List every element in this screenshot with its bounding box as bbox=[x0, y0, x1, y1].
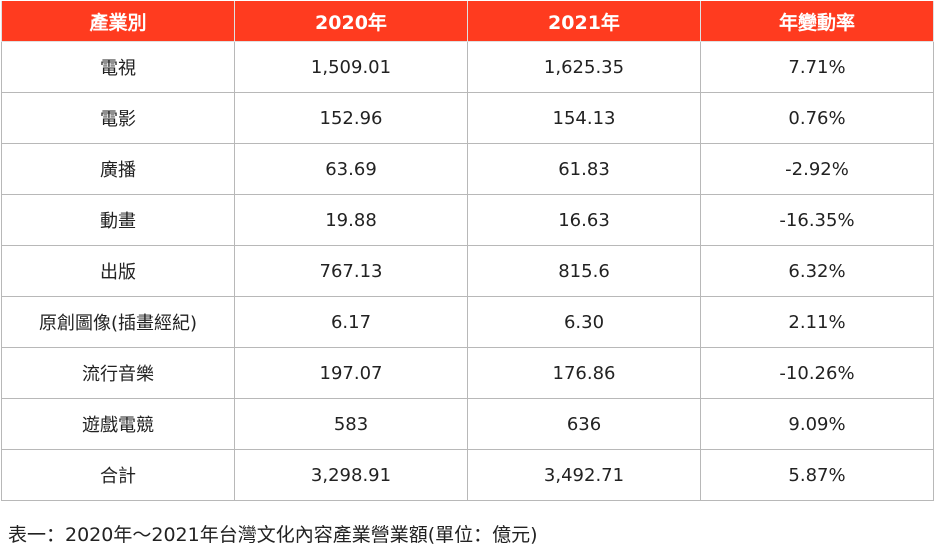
cell-2020: 197.07 bbox=[234, 347, 468, 399]
cell-industry: 出版 bbox=[1, 245, 235, 297]
cell-change-rate: -10.26% bbox=[700, 347, 934, 399]
cell-2021: 61.83 bbox=[467, 143, 701, 195]
table-total-row: 合計 3,298.91 3,492.71 5.87% bbox=[1, 449, 934, 501]
table-caption: 表一：2020年～2021年台灣文化內容產業營業額(單位：億元) bbox=[8, 524, 538, 546]
table-row: 遊戲電競 583 636 9.09% bbox=[1, 398, 934, 450]
cell-2021: 6.30 bbox=[467, 296, 701, 348]
cell-2021: 1,625.35 bbox=[467, 41, 701, 93]
header-industry: 產業別 bbox=[1, 1, 235, 42]
cell-2020: 767.13 bbox=[234, 245, 468, 297]
cell-2020: 3,298.91 bbox=[234, 449, 468, 501]
cell-industry: 動畫 bbox=[1, 194, 235, 246]
cell-2020: 1,509.01 bbox=[234, 41, 468, 93]
cell-industry: 遊戲電競 bbox=[1, 398, 235, 450]
table-row: 廣播 63.69 61.83 -2.92% bbox=[1, 143, 934, 195]
table-row: 電影 152.96 154.13 0.76% bbox=[1, 92, 934, 144]
cell-industry: 流行音樂 bbox=[1, 347, 235, 399]
table-row: 出版 767.13 815.6 6.32% bbox=[1, 245, 934, 297]
cell-change-rate: 7.71% bbox=[700, 41, 934, 93]
table-row: 流行音樂 197.07 176.86 -10.26% bbox=[1, 347, 934, 399]
cell-change-rate: 6.32% bbox=[700, 245, 934, 297]
cell-2020: 63.69 bbox=[234, 143, 468, 195]
header-2020: 2020年 bbox=[234, 1, 468, 42]
cell-change-rate: 5.87% bbox=[700, 449, 934, 501]
cell-2021: 176.86 bbox=[467, 347, 701, 399]
table-row: 電視 1,509.01 1,625.35 7.71% bbox=[1, 41, 934, 93]
cell-2021: 815.6 bbox=[467, 245, 701, 297]
cell-2020: 583 bbox=[234, 398, 468, 450]
table-header-row: 產業別 2020年 2021年 年變動率 bbox=[1, 1, 934, 42]
cell-change-rate: 2.11% bbox=[700, 296, 934, 348]
cell-change-rate: 0.76% bbox=[700, 92, 934, 144]
cell-2020: 6.17 bbox=[234, 296, 468, 348]
revenue-table-container: 產業別 2020年 2021年 年變動率 電視 1,509.01 1,625.3… bbox=[1, 1, 934, 501]
cell-change-rate: 9.09% bbox=[700, 398, 934, 450]
cell-industry: 廣播 bbox=[1, 143, 235, 195]
cell-2021: 3,492.71 bbox=[467, 449, 701, 501]
cell-2021: 154.13 bbox=[467, 92, 701, 144]
cell-industry: 原創圖像(插畫經紀) bbox=[1, 296, 235, 348]
cell-change-rate: -2.92% bbox=[700, 143, 934, 195]
cell-industry: 電視 bbox=[1, 41, 235, 93]
cell-2021: 16.63 bbox=[467, 194, 701, 246]
cell-industry: 合計 bbox=[1, 449, 235, 501]
revenue-table: 產業別 2020年 2021年 年變動率 電視 1,509.01 1,625.3… bbox=[1, 1, 934, 501]
table-row: 動畫 19.88 16.63 -16.35% bbox=[1, 194, 934, 246]
cell-2021: 636 bbox=[467, 398, 701, 450]
cell-change-rate: -16.35% bbox=[700, 194, 934, 246]
header-2021: 2021年 bbox=[467, 1, 701, 42]
header-change-rate: 年變動率 bbox=[700, 1, 934, 42]
cell-industry: 電影 bbox=[1, 92, 235, 144]
cell-2020: 152.96 bbox=[234, 92, 468, 144]
table-row: 原創圖像(插畫經紀) 6.17 6.30 2.11% bbox=[1, 296, 934, 348]
cell-2020: 19.88 bbox=[234, 194, 468, 246]
